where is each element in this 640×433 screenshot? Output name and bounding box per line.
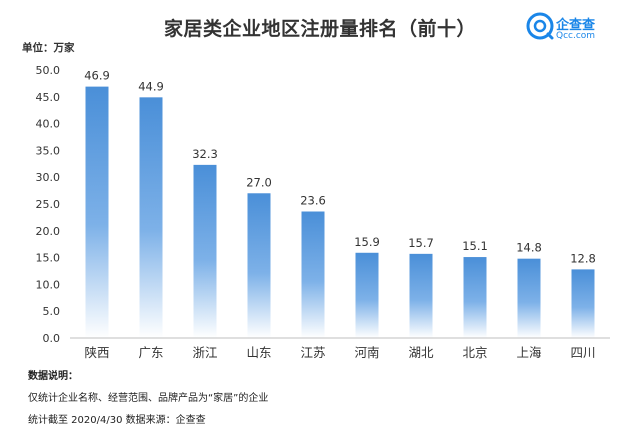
bar-value-label: 12.8 (570, 251, 596, 265)
y-tick-label: 15.0 (36, 252, 61, 265)
y-tick-label: 0.0 (43, 332, 61, 345)
x-tick-label: 湖北 (408, 345, 434, 360)
x-tick-label: 江苏 (300, 345, 325, 360)
qcc-logo: 企查查 Qcc.com (526, 12, 636, 46)
y-tick-label: 25.0 (36, 198, 61, 211)
x-tick-label: 河南 (354, 345, 379, 360)
bar-value-label: 15.1 (462, 239, 488, 253)
bar-4 (247, 193, 271, 338)
x-tick-label: 北京 (462, 345, 487, 360)
y-tick-label: 35.0 (36, 144, 61, 157)
value-labels: 46.9 44.9 32.3 27.0 23.6 15.9 15.7 15.1 14.8 12.8 (84, 69, 596, 266)
x-tick-label: 山东 (246, 345, 271, 360)
bar-9 (517, 258, 541, 338)
notes-line-2: 统计截至 2020/4/30 数据来源：企查查 (28, 415, 206, 426)
y-tick-label: 5.0 (43, 305, 61, 318)
bar-2 (139, 97, 163, 338)
chart-title: 家居类企业地区注册量排名（前十） (163, 18, 476, 40)
bar-value-label: 32.3 (192, 147, 218, 161)
y-tick-label: 40.0 (36, 118, 61, 131)
bar-value-label: 44.9 (138, 79, 164, 93)
y-tick-label: 50.0 (36, 64, 61, 77)
x-tick-label: 四川 (570, 345, 595, 360)
x-axis: 陕西 广东 浙江 山东 江苏 河南 湖北 北京 上海 四川 (70, 337, 610, 360)
y-tick-label: 30.0 (36, 171, 61, 184)
bar-3 (193, 164, 217, 338)
x-tick-label: 上海 (516, 345, 542, 360)
bar-10 (571, 269, 595, 338)
logo-domain: Qcc.com (556, 31, 596, 41)
unit-label: 单位：万家 (22, 42, 75, 54)
bar-1 (85, 86, 109, 338)
bars (85, 86, 595, 338)
bar-value-label: 15.7 (408, 236, 434, 250)
y-tick-label: 10.0 (36, 278, 61, 291)
y-tick-label: 45.0 (36, 91, 61, 104)
bar-6 (355, 252, 379, 338)
bar-value-label: 27.0 (246, 175, 272, 189)
y-axis: 0.0 5.0 10.0 15.0 20.0 25.0 30.0 35.0 40.0 45.0 50… (36, 64, 61, 345)
data-notes: 数据说明： 仅统计企业名称、经营范围、品牌产品为“家居”的企业 统计截至 202… (28, 366, 268, 432)
bar-value-label: 46.9 (84, 69, 110, 83)
x-tick-label: 浙江 (192, 345, 217, 360)
bar-value-label: 14.8 (516, 241, 542, 255)
bar-value-label: 23.6 (300, 194, 326, 208)
x-tick-label: 陕西 (84, 345, 109, 360)
y-tick-label: 20.0 (36, 225, 61, 238)
bar-value-label: 15.9 (354, 235, 380, 249)
bar-8 (463, 257, 487, 338)
logo-name: 企查查 (556, 18, 596, 33)
x-tick-label: 广东 (138, 345, 163, 360)
bar-5 (301, 211, 325, 338)
notes-heading: 数据说明： (28, 371, 78, 382)
notes-line-1: 仅统计企业名称、经营范围、品牌产品为“家居”的企业 (28, 393, 269, 404)
bar-7 (409, 253, 433, 338)
qcc-logo-icon (526, 12, 554, 40)
